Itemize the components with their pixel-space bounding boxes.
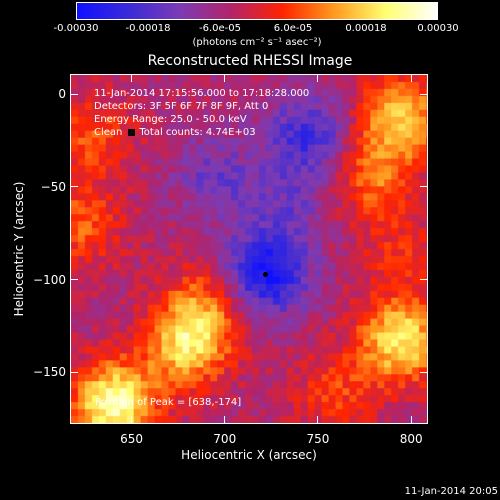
x-axis-tick — [224, 416, 226, 424]
y-tick-label: −50 — [40, 179, 66, 194]
clean-annotation: Clean Total counts: 4.74E+03 — [94, 127, 256, 138]
y-axis-tick — [70, 93, 78, 95]
clean-label: Clean — [94, 127, 123, 138]
y-axis-tick — [70, 371, 78, 373]
peak-position-annotation: Position of Peak = [638,-174] — [95, 397, 242, 408]
x-axis-label: Heliocentric X (arcsec) — [181, 448, 317, 462]
colorbar — [76, 2, 438, 20]
x-axis-tick — [317, 74, 319, 82]
y-tick-label: −150 — [33, 365, 66, 380]
x-axis-tick — [410, 74, 412, 82]
x-tick-label: 800 — [399, 432, 423, 446]
x-axis-tick — [224, 74, 226, 82]
y-axis-tick — [420, 93, 428, 95]
x-tick-label: 700 — [213, 432, 237, 446]
y-axis-label: Heliocentric Y (arcsec) — [12, 181, 26, 317]
clean-swatch — [128, 128, 136, 136]
x-tick-label: 650 — [120, 432, 143, 446]
colorbar-unit: (photons cm⁻² s⁻¹ asec⁻²) — [192, 37, 322, 48]
y-axis-tick — [70, 186, 78, 188]
total-counts-label: Total counts: 4.74E+03 — [139, 127, 256, 138]
x-axis-tick — [131, 416, 133, 424]
colorbar-tick-label: -0.00018 — [125, 23, 171, 34]
minimum-marker — [263, 271, 269, 277]
y-axis-tick — [420, 279, 428, 281]
y-tick-label: −100 — [33, 272, 66, 287]
colorbar-tick-label: -0.00030 — [53, 23, 99, 34]
colorbar-tick-label: 0.00018 — [345, 23, 387, 34]
colorbar-tick-label: 0.00030 — [417, 23, 459, 34]
time-range-annotation: 11-Jan-2014 17:15:56.000 to 17:18:28.000 — [94, 88, 310, 99]
x-tick-label: 750 — [306, 432, 330, 446]
detectors-annotation: Detectors: 3F 5F 6F 7F 8F 9F, Att 0 — [94, 101, 269, 112]
y-tick-label: 0 — [58, 87, 66, 102]
y-axis-tick — [70, 279, 78, 281]
x-axis-tick — [317, 416, 319, 424]
x-axis-tick — [410, 416, 412, 424]
energy-range-annotation: Energy Range: 25.0 - 50.0 keV — [94, 114, 247, 125]
chart-title: Reconstructed RHESSI Image — [147, 53, 353, 69]
y-axis-tick — [420, 186, 428, 188]
colorbar-tick-label: 6.0e-05 — [273, 23, 313, 34]
x-axis-tick — [131, 74, 133, 82]
y-axis-tick — [420, 371, 428, 373]
colorbar-tick-label: -6.0e-05 — [199, 23, 241, 34]
footer-timestamp: 11-Jan-2014 20:05 — [404, 486, 498, 497]
